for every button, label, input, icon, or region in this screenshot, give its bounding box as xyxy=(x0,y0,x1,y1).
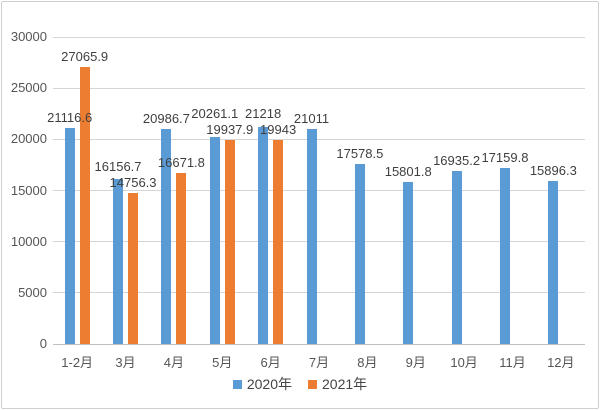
data-label-2020年: 21116.6 xyxy=(47,109,93,125)
bar-2020年 xyxy=(161,129,172,344)
bar-2021年 xyxy=(128,192,139,344)
x-axis-category-label: 11月 xyxy=(499,355,526,370)
legend-label-2020: 2020年 xyxy=(246,376,292,392)
legend-item-2021: 2021年 xyxy=(308,376,367,392)
data-label-2020年: 15896.3 xyxy=(529,163,577,179)
bar-2020年 xyxy=(451,170,462,344)
legend-label-2021: 2021年 xyxy=(322,376,368,392)
data-label-2020年: 21218 xyxy=(245,105,282,121)
data-label-2020年: 16935.2 xyxy=(433,152,481,168)
x-axis-category-label: 1-2月 xyxy=(61,355,94,370)
x-axis-category-label: 12月 xyxy=(547,355,575,370)
bar-2020年 xyxy=(548,181,559,344)
bar-2020年 xyxy=(258,126,269,344)
gridline xyxy=(53,292,585,294)
gridline xyxy=(53,36,585,38)
y-axis-tick-label: 0 xyxy=(39,336,47,351)
legend: 2020年 2021年 xyxy=(0,376,600,392)
gridline xyxy=(53,138,585,140)
x-axis-category-label: 3月 xyxy=(115,355,136,370)
legend-swatch-2020 xyxy=(232,379,242,389)
bar-2020年 xyxy=(113,178,124,344)
legend-swatch-2021 xyxy=(308,379,317,389)
data-label-2020年: 20261.1 xyxy=(191,105,239,121)
data-label-2020年: 17159.8 xyxy=(481,150,529,166)
bar-2020年 xyxy=(64,127,75,344)
bar-2021年 xyxy=(79,67,90,344)
y-axis-tick-label: 10000 xyxy=(10,233,47,249)
y-axis-tick-label: 15000 xyxy=(10,182,47,198)
x-axis-category-label: 6月 xyxy=(260,355,281,370)
data-label-2021年: 19943 xyxy=(260,121,297,137)
data-label-2020年: 15801.8 xyxy=(384,164,432,180)
bar-2020年 xyxy=(306,128,317,344)
bar-2021年 xyxy=(176,173,187,344)
x-axis-category-label: 5月 xyxy=(212,355,233,370)
x-axis-line xyxy=(53,344,585,345)
x-axis-category-label: 4月 xyxy=(163,355,185,370)
y-axis-tick-label: 20000 xyxy=(10,131,47,147)
gridline xyxy=(53,87,585,89)
bar-2020年 xyxy=(499,168,510,344)
data-label-2020年: 21011 xyxy=(293,110,330,126)
x-axis-category-label: 9月 xyxy=(405,355,426,370)
bar-2020年 xyxy=(209,136,220,344)
x-axis-category-label: 7月 xyxy=(308,355,330,370)
data-label-2021年: 14756.3 xyxy=(109,174,157,190)
y-axis-tick-label: 25000 xyxy=(10,80,47,96)
bar-2021年 xyxy=(273,139,284,344)
x-axis-category-label: 10月 xyxy=(450,355,478,370)
y-axis-tick-label: 5000 xyxy=(18,284,47,300)
data-label-2021年: 27065.9 xyxy=(61,49,109,65)
data-label-2020年: 20986.7 xyxy=(142,111,190,127)
data-label-2020年: 16156.7 xyxy=(94,158,142,174)
bar-2020年 xyxy=(354,164,365,344)
data-label-2020年: 17578.5 xyxy=(336,146,384,162)
gridline xyxy=(53,190,585,191)
legend-item-2020: 2020年 xyxy=(232,376,292,392)
x-axis-category-label: 8月 xyxy=(357,355,378,370)
data-label-2021年: 16671.8 xyxy=(157,155,205,171)
y-axis-tick-label: 30000 xyxy=(10,29,47,44)
data-label-2021年: 19937.9 xyxy=(206,121,254,137)
bar-2021年 xyxy=(224,139,235,344)
gridline xyxy=(53,241,585,243)
bar-2020年 xyxy=(403,182,414,344)
